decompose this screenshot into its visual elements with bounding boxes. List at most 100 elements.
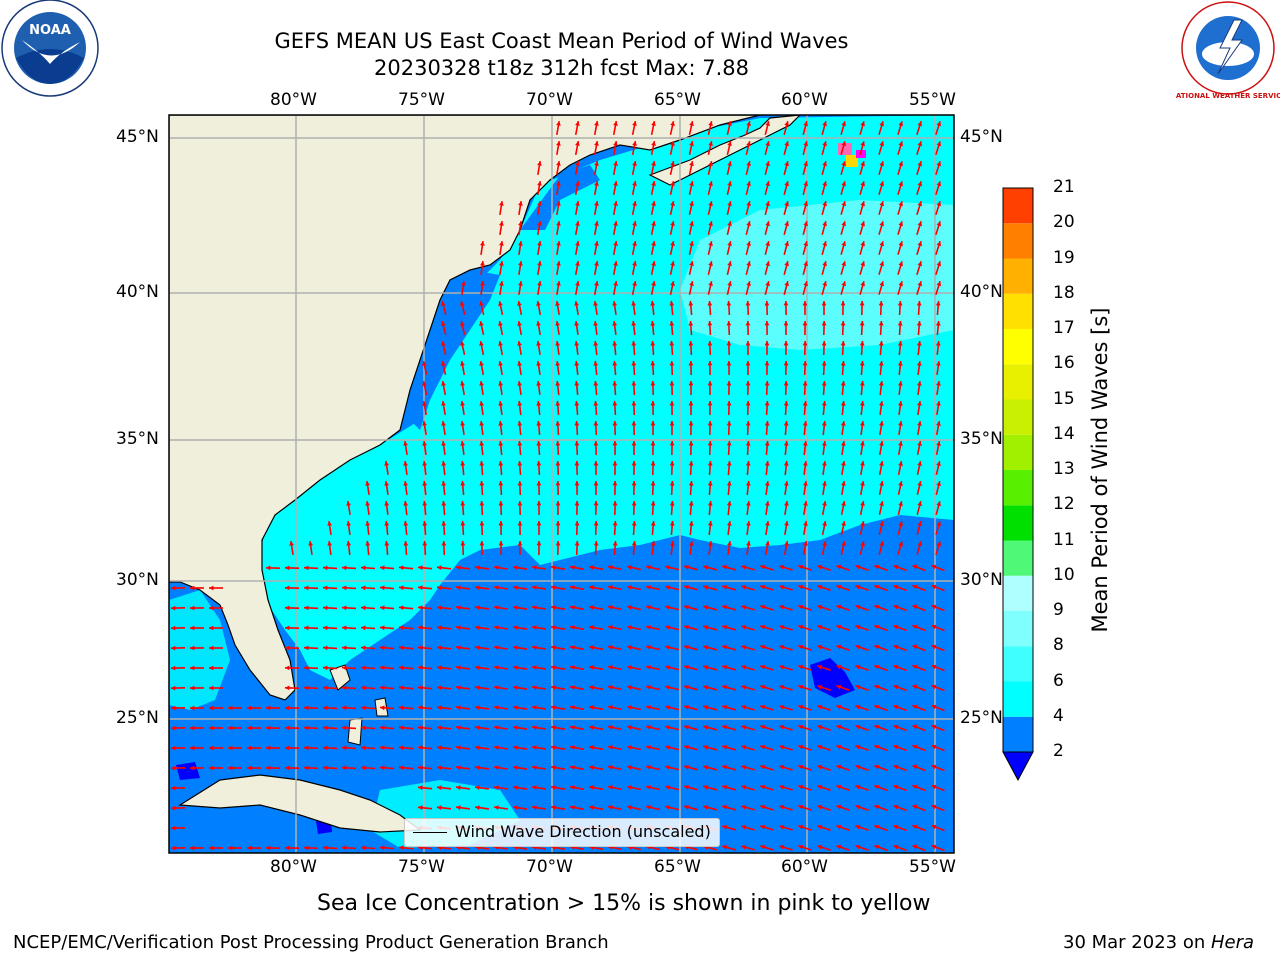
colorbar-cell bbox=[1003, 470, 1033, 506]
wind-wave-arrow-head bbox=[570, 705, 575, 710]
wind-wave-arrow-head bbox=[574, 401, 580, 406]
wind-wave-arrow-head bbox=[384, 541, 390, 546]
wind-wave-arrow-head bbox=[879, 161, 884, 167]
wind-wave-arrow-head bbox=[822, 161, 827, 167]
wind-wave-arrow-head bbox=[703, 685, 709, 690]
wind-wave-arrow-head bbox=[936, 501, 941, 507]
wind-wave-arrow-head bbox=[840, 321, 846, 326]
wind-wave-arrow-head bbox=[760, 765, 766, 770]
wind-wave-arrow-head bbox=[779, 685, 785, 690]
wind-wave-arrow-head bbox=[722, 785, 728, 790]
wind-wave-arrow-head bbox=[403, 441, 408, 446]
wind-wave-arrow-head bbox=[898, 461, 903, 466]
wind-wave-arrow-head bbox=[608, 705, 613, 710]
wind-wave-arrow-head bbox=[631, 301, 636, 306]
wind-wave-arrow-head bbox=[171, 625, 176, 631]
wind-wave-arrow-head bbox=[460, 521, 466, 526]
wind-wave-arrow-head bbox=[670, 181, 675, 186]
wind-wave-arrow-head bbox=[727, 181, 732, 186]
wind-wave-arrow-head bbox=[574, 421, 580, 426]
wind-wave-arrow-head bbox=[570, 725, 575, 730]
wind-wave-arrow-head bbox=[594, 181, 599, 186]
wind-wave-arrow-head bbox=[608, 585, 613, 590]
wind-wave-arrow-head bbox=[836, 784, 842, 790]
colorbar-tick-label: 13 bbox=[1053, 459, 1075, 479]
wind-wave-arrow-head bbox=[912, 604, 918, 610]
wind-wave-arrow-head bbox=[650, 381, 656, 386]
wind-wave-arrow-head bbox=[879, 201, 884, 207]
wind-wave-arrow-head bbox=[593, 341, 599, 346]
wind-wave-arrow-head bbox=[651, 121, 656, 126]
wind-wave-arrow-head bbox=[551, 725, 556, 730]
wind-wave-arrow-head bbox=[593, 301, 598, 306]
wind-wave-arrow-head bbox=[917, 461, 922, 466]
wind-wave-arrow-head bbox=[764, 301, 770, 306]
wind-wave-arrow-head bbox=[190, 665, 195, 671]
wind-wave-arrow-head bbox=[784, 181, 789, 187]
wind-wave-arrow-head bbox=[285, 745, 290, 751]
wind-wave-arrow-head bbox=[422, 441, 427, 446]
wind-wave-arrow-head bbox=[627, 565, 632, 570]
wind-wave-arrow-head bbox=[874, 664, 880, 670]
wind-wave-arrow-head bbox=[898, 481, 903, 486]
wind-wave-arrow-head bbox=[651, 201, 656, 206]
wind-wave-arrow-head bbox=[746, 221, 751, 226]
wind-wave-arrow-head bbox=[931, 664, 937, 670]
wind-wave-arrow-head bbox=[859, 321, 865, 326]
wind-wave-arrow-head bbox=[479, 401, 484, 406]
wind-wave-arrow-head bbox=[589, 765, 594, 770]
lon-label-top-55w: 55°W bbox=[909, 90, 956, 110]
wind-wave-arrow-head bbox=[499, 261, 504, 266]
wind-wave-arrow-head bbox=[855, 804, 861, 810]
wind-wave-arrow-head bbox=[684, 745, 689, 750]
wind-wave-arrow-head bbox=[441, 301, 446, 307]
wind-wave-arrow-head bbox=[575, 141, 580, 146]
wind-wave-arrow-head bbox=[437, 745, 442, 751]
wind-wave-arrow-head bbox=[726, 461, 732, 466]
wind-wave-arrow-head bbox=[783, 401, 789, 406]
wind-wave-arrow-head bbox=[722, 665, 728, 670]
wind-wave-arrow-head bbox=[821, 341, 827, 346]
wind-wave-arrow-head bbox=[836, 744, 842, 750]
wind-wave-arrow-head bbox=[517, 321, 522, 326]
wind-wave-arrow-head bbox=[631, 481, 637, 486]
wind-wave-arrow-head bbox=[669, 321, 675, 326]
wind-wave-arrow-head bbox=[836, 684, 842, 690]
wind-wave-arrow-head bbox=[304, 685, 309, 691]
wind-wave-arrow-head bbox=[650, 341, 656, 346]
wind-wave-arrow-head bbox=[494, 805, 499, 810]
wind-wave-arrow-head bbox=[879, 441, 884, 446]
wind-wave-arrow-head bbox=[479, 481, 485, 486]
wind-wave-arrow-head bbox=[627, 805, 632, 810]
wind-wave-arrow-head bbox=[764, 421, 770, 426]
wind-wave-arrow-head bbox=[760, 805, 766, 810]
wind-wave-arrow-head bbox=[898, 441, 903, 446]
wind-wave-arrow-head bbox=[817, 784, 823, 790]
wind-wave-arrow-head bbox=[536, 501, 542, 506]
wind-wave-arrow-head bbox=[475, 685, 480, 690]
nws-logo-icon: NATIONAL WEATHER SERVICE bbox=[1176, 1, 1280, 100]
wind-wave-arrow-head bbox=[556, 281, 561, 286]
wind-wave-arrow-head bbox=[209, 605, 214, 611]
wind-wave-arrow-head bbox=[575, 281, 580, 286]
wind-wave-arrow-head bbox=[399, 845, 404, 851]
wind-wave-arrow-head bbox=[190, 765, 195, 771]
colorbar-tick-label: 21 bbox=[1053, 177, 1075, 197]
wind-wave-arrow-head bbox=[365, 481, 370, 486]
wind-wave-arrow-head bbox=[380, 845, 385, 851]
wind-wave-arrow-head bbox=[627, 605, 632, 610]
wind-wave-arrow-head bbox=[403, 521, 409, 526]
wind-wave-arrow-head bbox=[703, 565, 709, 570]
wind-wave-arrow-head bbox=[631, 501, 637, 506]
wind-wave-arrow-head bbox=[441, 381, 446, 386]
wind-wave-arrow-head bbox=[460, 341, 465, 346]
wind-wave-arrow-head bbox=[874, 824, 880, 830]
wind-wave-arrow-head bbox=[627, 745, 632, 750]
wind-wave-arrow-head bbox=[228, 705, 233, 711]
wind-wave-arrow-head bbox=[555, 501, 561, 506]
wind-wave-arrow-head bbox=[741, 765, 747, 770]
wind-wave-arrow-head bbox=[323, 685, 328, 691]
wind-wave-arrow-head bbox=[917, 261, 923, 267]
wind-wave-arrow-head bbox=[821, 401, 827, 406]
wind-wave-arrow-head bbox=[479, 501, 485, 506]
